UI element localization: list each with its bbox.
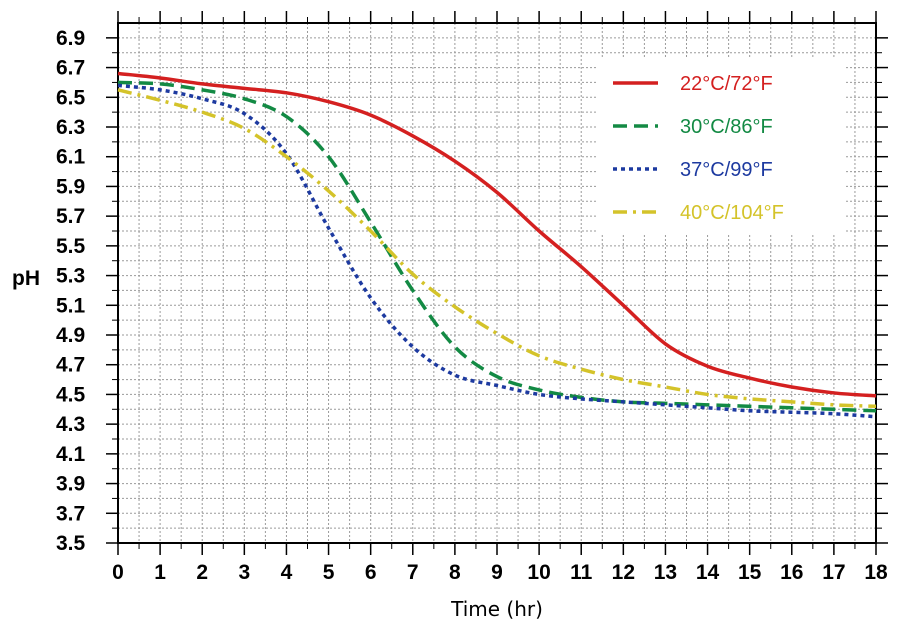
x-tick-label: 14 (696, 561, 720, 584)
series-line-3 (117, 83, 877, 419)
legend-label-1: 22°C/72°F (680, 73, 773, 95)
x-tick-label: 17 (822, 561, 845, 584)
y-tick-label: 4.9 (56, 324, 85, 347)
y-tick-label: 3.7 (56, 502, 85, 525)
y-tick-label: 4.5 (56, 383, 86, 406)
series-line-1 (117, 71, 877, 398)
y-tick-label: 6.9 (56, 27, 85, 50)
x-tick-label: 6 (365, 561, 377, 584)
axis-ticks: 0 1 2 3 4 5 6 7 8 9 10 11 12 13 14 15 16 17 183.53.73.94.1… (56, 11, 888, 584)
x-tick-label: 5 (323, 561, 335, 584)
y-tick-label: 4.3 (56, 413, 85, 436)
y-tick-label: 6.1 (56, 146, 86, 169)
x-tick-label: 10 (527, 561, 550, 584)
x-tick-label: 1 (154, 561, 166, 584)
x-tick-label: 2 (196, 561, 208, 584)
legend-label-2: 30°C/86°F (680, 116, 773, 138)
y-tick-label: 5.3 (56, 265, 85, 288)
y-tick-label: 6.3 (56, 116, 85, 139)
legend-label-3: 37°C/99°F (680, 159, 773, 181)
y-tick-label: 4.7 (56, 354, 85, 377)
y-tick-label: 3.5 (56, 532, 86, 555)
y-tick-label: 5.7 (56, 205, 85, 228)
x-tick-label: 15 (738, 561, 762, 584)
x-tick-label: 18 (864, 561, 888, 584)
legend-box (598, 57, 846, 235)
y-axis-label: pH (12, 267, 40, 290)
legend: 22°C/72°F 30°C/86°F 37°C/99°F 40°C/104°F (598, 57, 846, 235)
x-tick-label: 7 (407, 561, 419, 584)
x-tick-label: 12 (612, 561, 635, 584)
series-lines (117, 71, 877, 419)
series-line-2 (117, 80, 877, 413)
x-tick-label: 16 (780, 561, 803, 584)
x-tick-label: 8 (449, 561, 461, 584)
x-tick-label: 3 (238, 561, 250, 584)
y-tick-label: 5.9 (56, 175, 85, 198)
x-tick-label: 13 (654, 561, 677, 584)
x-tick-label: 11 (570, 561, 593, 584)
x-axis-label: Time (hr) (450, 597, 543, 621)
y-tick-label: 5.5 (56, 235, 86, 258)
x-tick-label: 4 (281, 561, 293, 584)
y-tick-label: 3.9 (56, 473, 85, 496)
y-tick-label: 5.1 (56, 294, 86, 317)
y-tick-label: 4.1 (56, 443, 86, 466)
y-tick-label: 6.5 (56, 86, 86, 109)
x-tick-label: 9 (491, 561, 503, 584)
x-tick-label: 0 (112, 561, 124, 584)
y-tick-label: 6.7 (56, 57, 85, 80)
legend-label-4: 40°C/104°F (680, 202, 784, 224)
